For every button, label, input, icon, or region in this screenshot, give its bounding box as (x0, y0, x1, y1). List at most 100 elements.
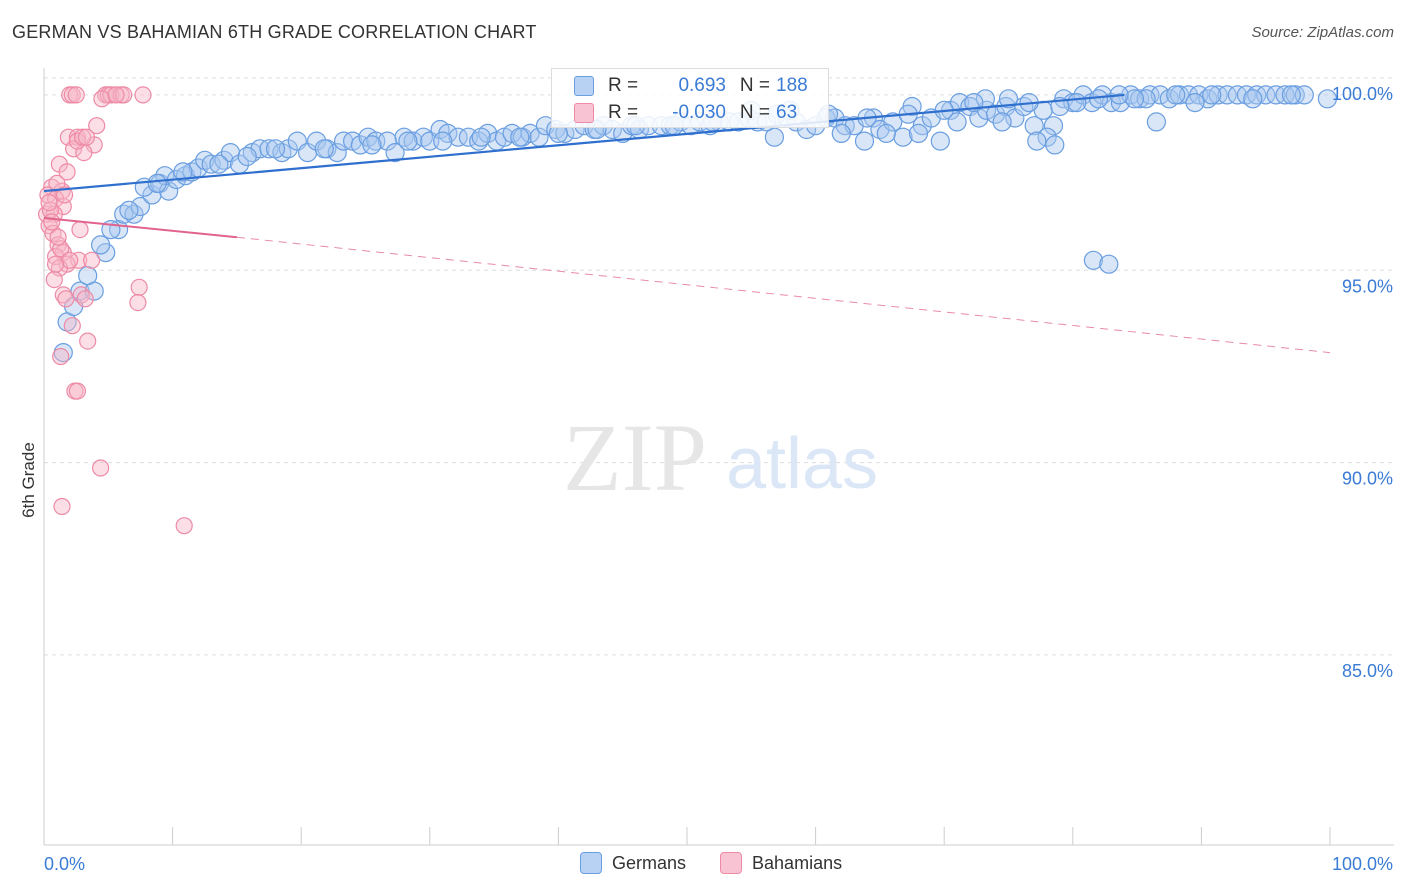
german-point (119, 200, 139, 220)
stats-n-label: N = (739, 102, 770, 123)
bahamian-point (79, 332, 97, 350)
german-point (1166, 85, 1186, 105)
stats-n-value: 63 (776, 102, 798, 123)
german-point (398, 131, 418, 151)
stats-swatch-bahamian (574, 103, 594, 123)
german-point (876, 123, 896, 143)
source-label: Source: ZipAtlas.com (1251, 24, 1394, 41)
bahamian-trend-line (43, 217, 237, 239)
german-point (1099, 254, 1119, 274)
german-point (947, 112, 967, 132)
stats-n-value: 188 (776, 75, 808, 96)
german-point (385, 143, 405, 163)
bahamian-point (130, 278, 148, 296)
bahamian-point (71, 221, 89, 239)
y-tick-label: 85.0% (1342, 661, 1393, 681)
german-point (471, 127, 491, 147)
german-point (764, 127, 785, 147)
german-point (949, 92, 970, 113)
bahamian-point (45, 271, 63, 289)
legend-item-bahamians[interactable]: Bahamians (720, 852, 842, 874)
legend-item-germans[interactable]: Germans (580, 852, 686, 874)
german-point (403, 131, 423, 151)
y-tick-label: 95.0% (1342, 276, 1393, 296)
stats-r-value: 0.693 (678, 75, 726, 96)
legend-swatch-bahamians (720, 852, 743, 874)
german-point (510, 127, 530, 147)
x-tick-label: 100.0% (1332, 854, 1393, 874)
german-point (201, 154, 221, 174)
bahamian-point (76, 290, 94, 308)
legend: Germans Bahamians (580, 852, 842, 874)
axes (43, 68, 1394, 846)
bahamian-point (67, 86, 85, 104)
bahamian-point (77, 128, 96, 146)
bahamian-point (55, 186, 74, 204)
german-point (992, 112, 1012, 132)
trend-lines (43, 93, 1331, 354)
german-point (1037, 127, 1057, 147)
german-point (78, 266, 98, 286)
german-trend-line (43, 93, 1125, 193)
bahamian-point (63, 86, 81, 104)
german-point (159, 181, 179, 201)
german-point (1027, 131, 1047, 151)
german-point (985, 104, 1006, 124)
german-point (1281, 85, 1302, 105)
german-point (314, 139, 334, 159)
german-point (1243, 89, 1263, 109)
watermark-atlas: atlas (726, 424, 878, 504)
bahamian-point (57, 290, 75, 308)
bahamian-point (88, 117, 106, 135)
german-point (448, 127, 468, 147)
german-point (1146, 112, 1167, 132)
german-point (1024, 116, 1044, 136)
bahamian-point (107, 86, 125, 104)
german-point (209, 154, 229, 174)
german-point (265, 139, 286, 159)
y-tick-label: 100.0% (1332, 84, 1393, 104)
x-tick-labels: 0.0% 100.0% (44, 854, 1393, 874)
german-point (362, 135, 382, 155)
bahamian-point (134, 86, 152, 104)
german-point (1045, 135, 1065, 155)
bahamian-point (53, 497, 71, 516)
german-point (1083, 250, 1104, 270)
legend-swatch-germans (580, 852, 602, 874)
y-axis-label: 6th Grade (19, 442, 38, 518)
y-tick-labels: 100.0% 95.0% 90.0% 85.0% (1332, 84, 1393, 681)
german-point (1185, 92, 1205, 113)
german-point (908, 123, 929, 143)
bahamian-point (93, 90, 111, 108)
bahamian-point (63, 317, 81, 335)
german-points (53, 85, 1338, 363)
bahamian-point (43, 213, 61, 231)
german-point (1217, 85, 1237, 105)
stats-r-label: R = (608, 102, 639, 123)
legend-label-germans: Germans (612, 852, 687, 873)
bahamian-trend-extension (236, 236, 1331, 354)
x-tick-label: 0.0% (44, 854, 85, 874)
german-point (1043, 116, 1064, 136)
german-point (1124, 89, 1145, 109)
german-point (130, 196, 150, 217)
german-point (1136, 89, 1156, 109)
stats-n-label: N = (739, 75, 770, 96)
stats-r-label: R = (608, 75, 639, 96)
bahamian-point (82, 251, 101, 269)
stats-row-german: R = 0.693 N = 188 (574, 73, 808, 99)
german-point (1202, 85, 1222, 105)
german-point (147, 173, 167, 193)
german-point (1130, 89, 1150, 109)
german-point (831, 123, 851, 143)
german-point (930, 131, 950, 151)
german-point (173, 162, 193, 182)
chart-title: GERMAN VS BAHAMIAN 6TH GRADE CORRELATION… (12, 22, 537, 42)
german-point (1317, 89, 1338, 109)
german-point (1067, 92, 1087, 113)
bahamian-point (49, 228, 67, 246)
bahamian-point (73, 128, 92, 146)
y-tick-label: 90.0% (1342, 469, 1393, 489)
legend-label-bahamians: Bahamians (752, 852, 843, 873)
